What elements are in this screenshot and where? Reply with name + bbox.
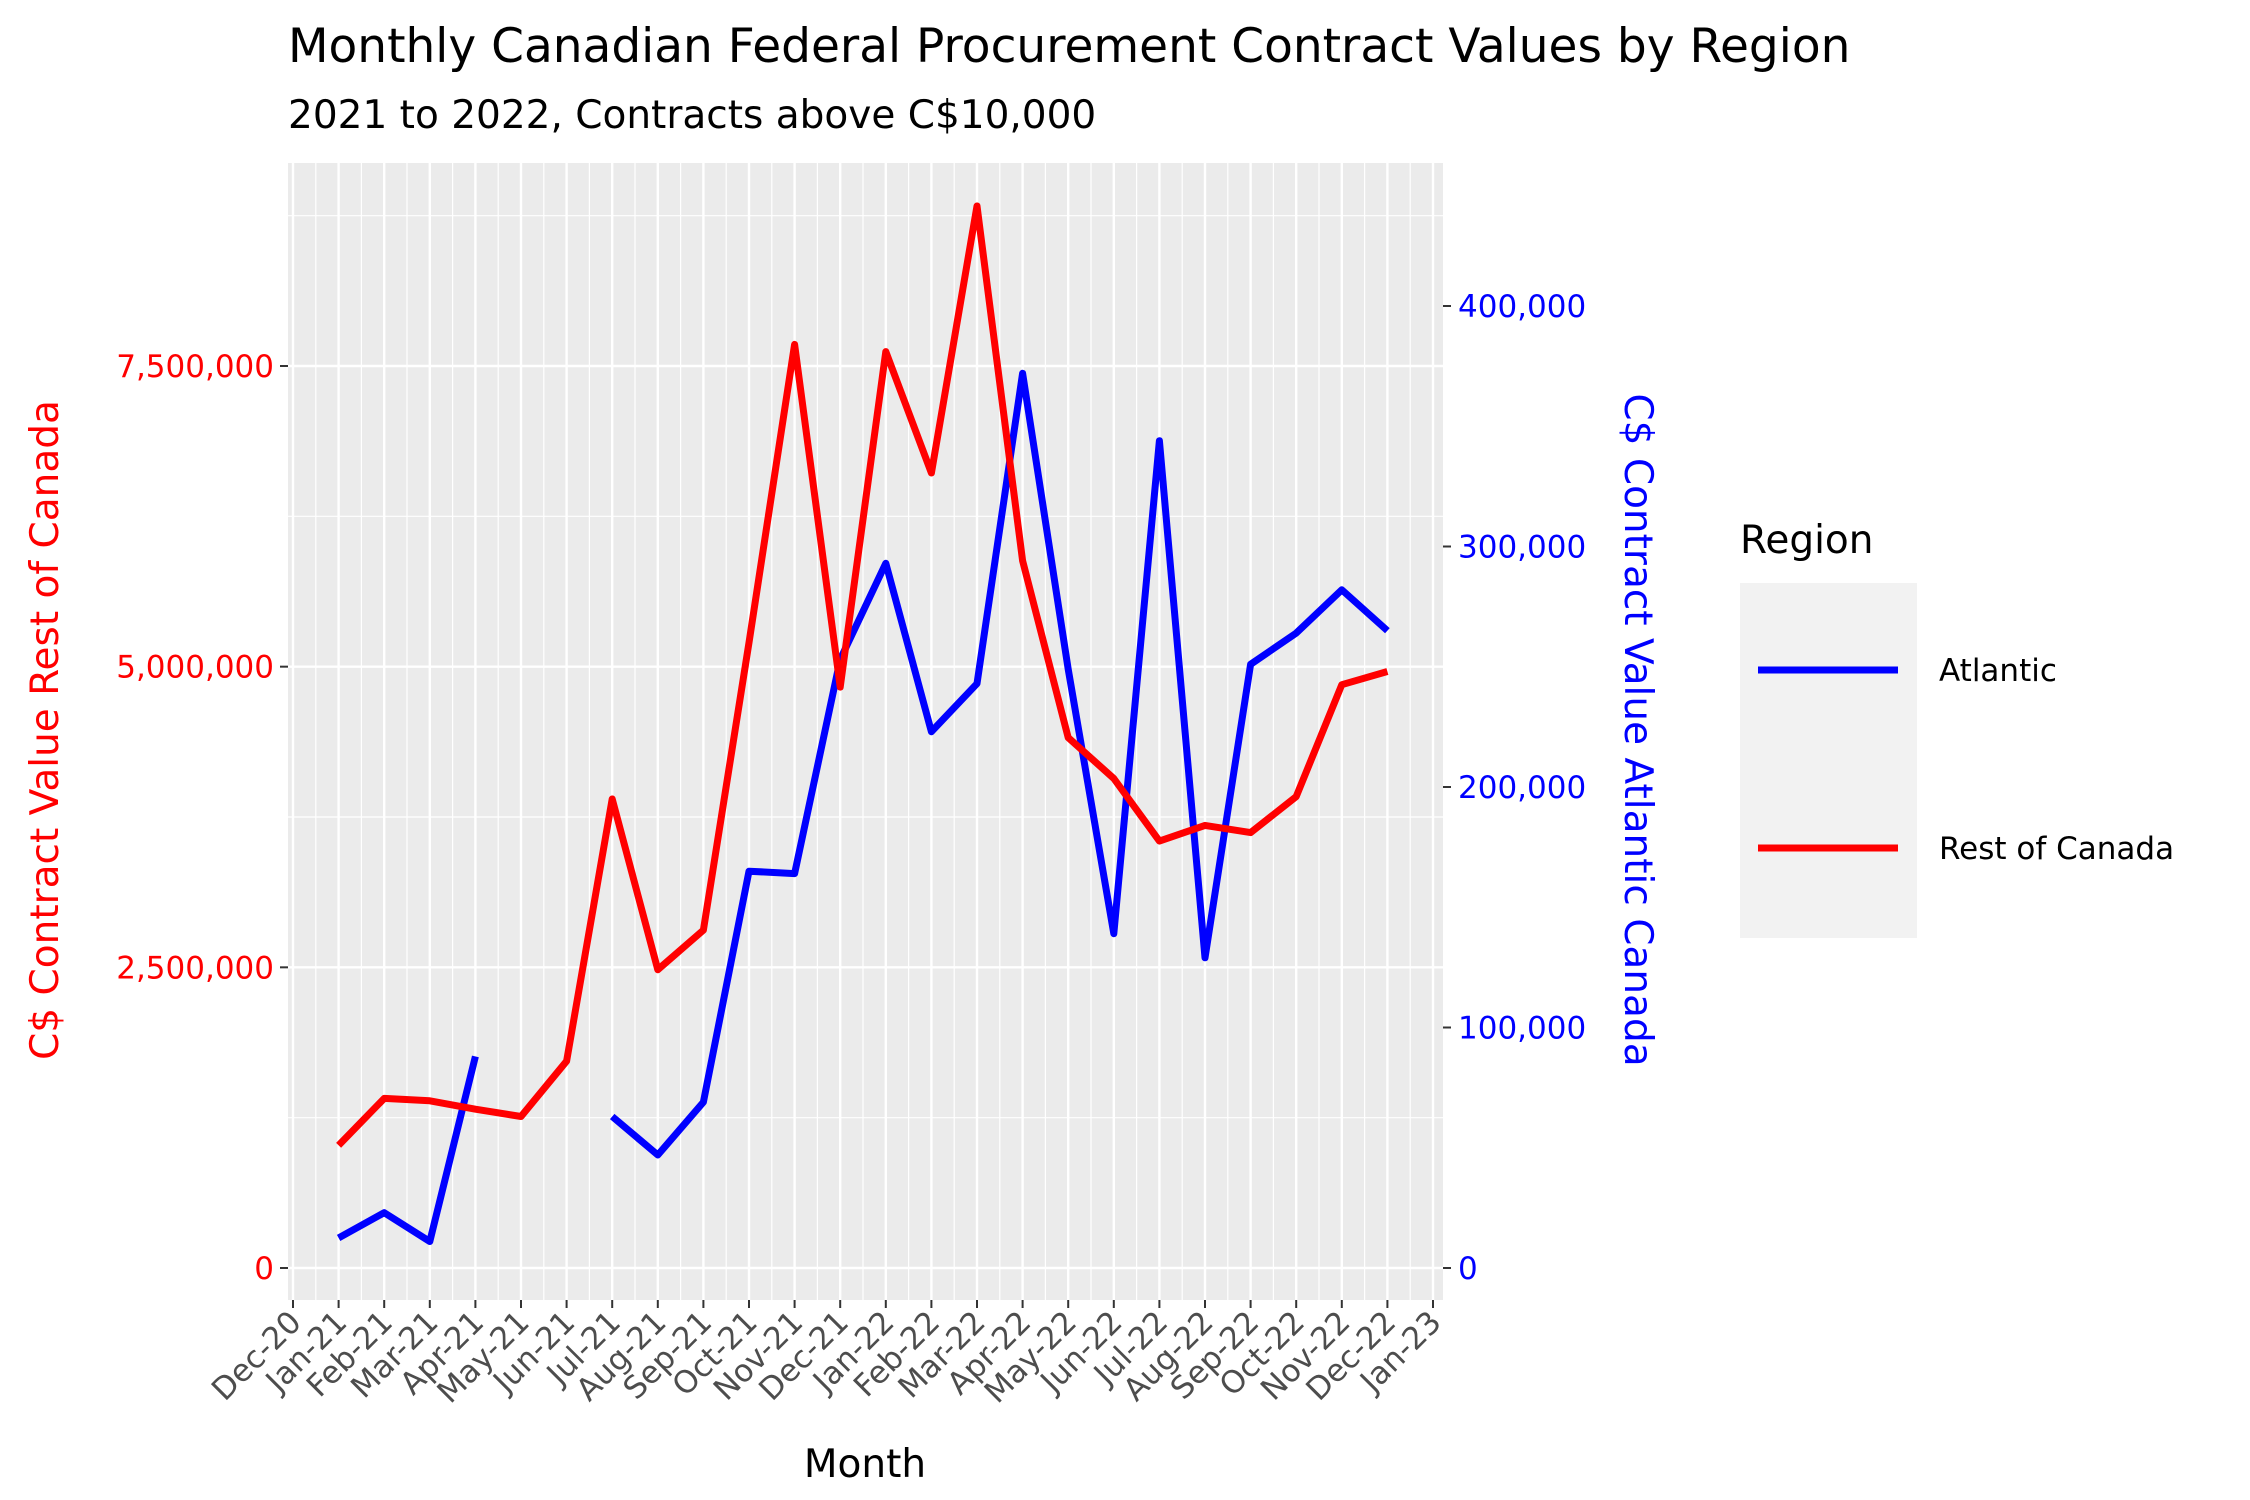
left-tick-label: 0 <box>254 1251 274 1287</box>
legend-key-background <box>1740 583 1917 938</box>
x-axis-title: Month <box>804 1442 926 1487</box>
legend-label-rest-of-canada: Rest of Canada <box>1939 831 2174 867</box>
left-tick-label: 5,000,000 <box>116 650 274 686</box>
left-y-axis-title: C$ Contract Value Rest of Canada <box>23 400 68 1060</box>
chart-title: Monthly Canadian Federal Procurement Con… <box>288 19 1850 74</box>
right-tick-label: 200,000 <box>1458 770 1586 806</box>
right-y-axis-title: C$ Contract Value Atlantic Canada <box>1615 393 1660 1066</box>
series-lines <box>336 202 1390 1245</box>
chart-subtitle: 2021 to 2022, Contracts above C$10,000 <box>288 93 1096 138</box>
right-tick-label: 100,000 <box>1458 1011 1586 1047</box>
right-tick-label: 0 <box>1458 1251 1478 1287</box>
right-tick-label: 400,000 <box>1458 289 1586 325</box>
left-tick-label: 2,500,000 <box>116 950 274 986</box>
series-line-rest-of-canada <box>336 202 1389 1148</box>
series-line-atlantic <box>609 369 1390 1159</box>
left-tick-label: 7,500,000 <box>116 349 274 385</box>
legend-label-atlantic: Atlantic <box>1939 653 2057 689</box>
legend-title: Region <box>1740 518 1874 563</box>
legend: Region Atlantic Rest of Canada <box>1740 518 2174 938</box>
right-y-axis: 0 100,000 200,000 300,000 400,000 <box>1443 289 1586 1287</box>
right-tick-label: 300,000 <box>1458 530 1586 566</box>
series-line-atlantic <box>336 1055 479 1245</box>
left-y-axis: 0 2,500,000 5,000,000 7,500,000 <box>116 349 288 1287</box>
x-axis: Dec-20Jan-21Feb-21Mar-21Apr-21May-21Jun-… <box>205 1300 1449 1410</box>
plot-panel <box>288 163 1443 1300</box>
